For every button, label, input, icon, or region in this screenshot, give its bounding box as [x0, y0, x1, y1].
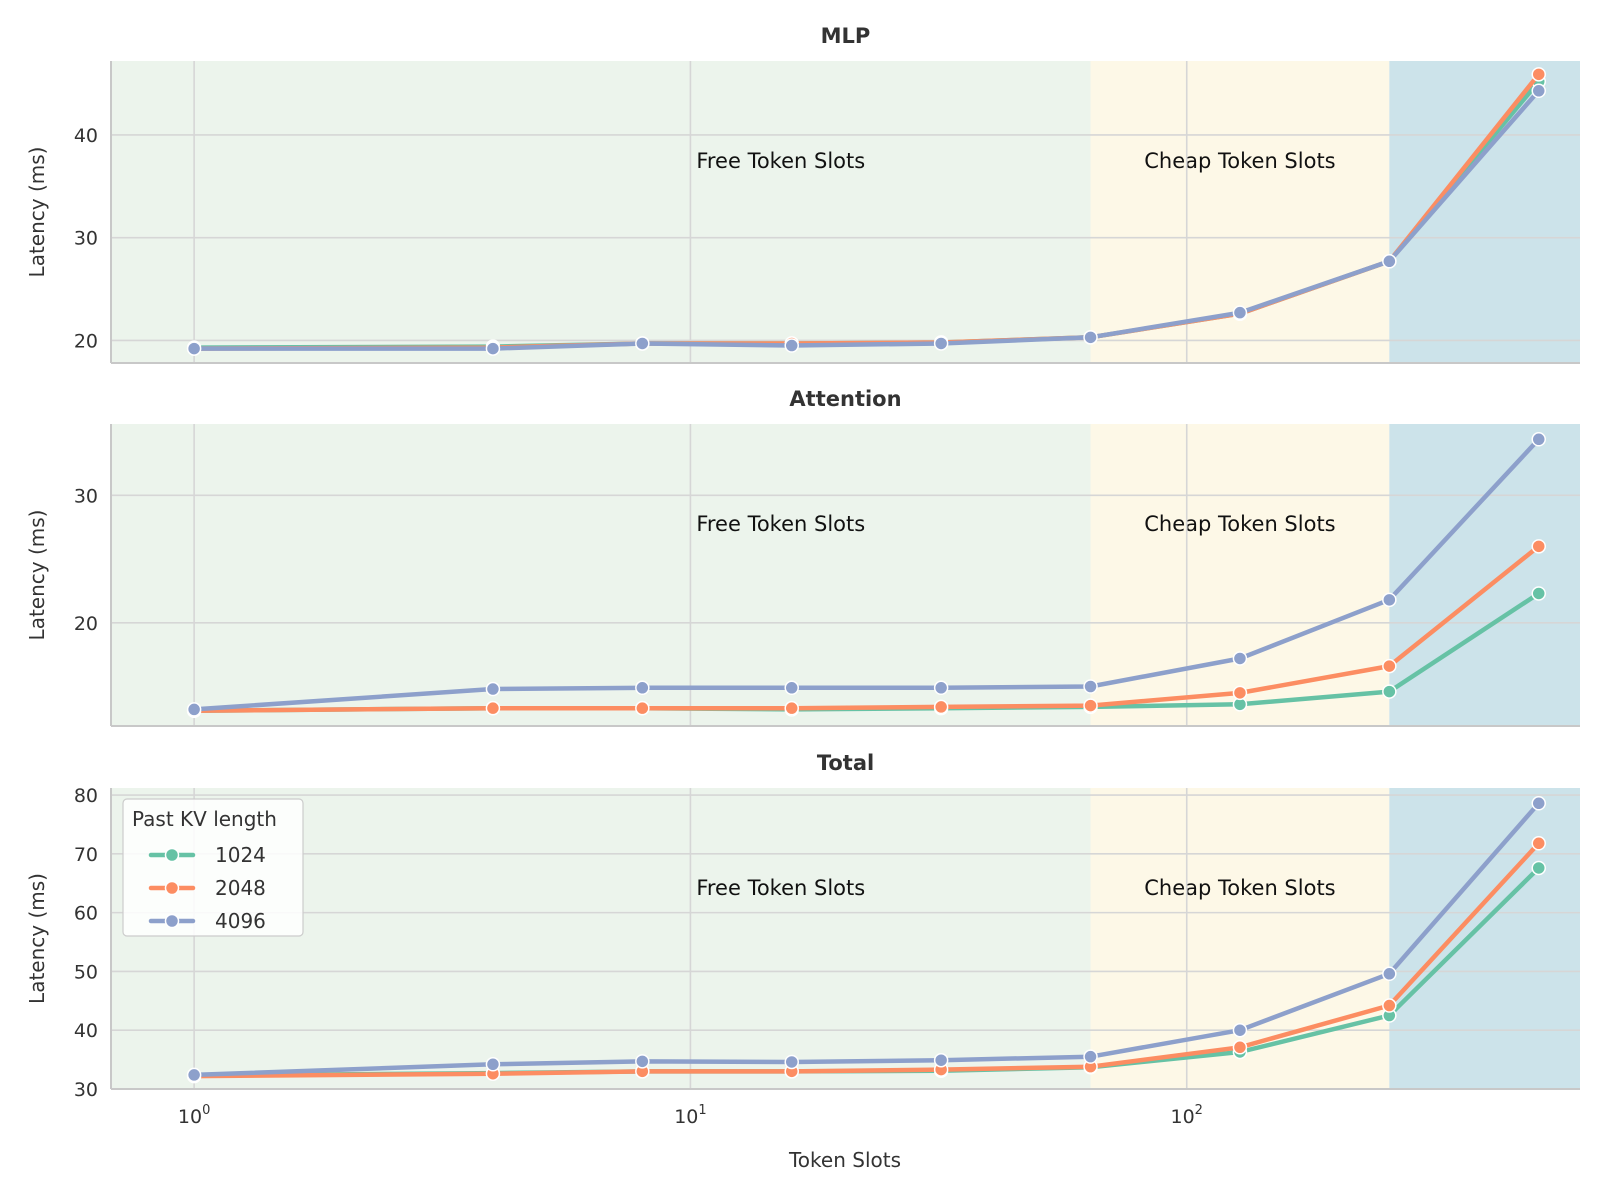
data-point-4096: [1531, 432, 1546, 447]
data-point-4096: [485, 681, 501, 697]
panel-title: Attention: [789, 387, 901, 411]
data-point-1024: [1531, 860, 1546, 876]
y-axis-label: Latency (ms): [25, 873, 49, 1004]
data-point-4096: [933, 680, 949, 696]
y-tick-label: 30: [74, 1079, 98, 1101]
data-point-2048: [1232, 1040, 1248, 1055]
panel-mlp: Free Token Slots Cheap Token Slots 20 30 40 M…: [25, 24, 1580, 364]
data-point-4096: [1083, 1049, 1098, 1064]
data-point-2048: [933, 699, 949, 715]
panel-attention: Free Token Slots Cheap Token Slots 20 30 Att…: [25, 387, 1580, 727]
y-tick-label: 40: [74, 1020, 98, 1042]
legend-label-1024: 1024: [215, 843, 266, 867]
legend-marker-2048: [164, 880, 180, 896]
data-point-4096: [635, 680, 650, 696]
x-tick-exponent: 1: [698, 1103, 706, 1118]
region-band: [111, 424, 1091, 726]
data-point-2048: [635, 700, 650, 716]
x-tick-label: 100: [178, 1103, 210, 1128]
panel-title: MLP: [821, 24, 871, 48]
y-tick-label: 20: [74, 613, 98, 635]
data-point-4096: [784, 680, 799, 696]
legend-title: Past KV length: [132, 807, 277, 831]
data-point-2048: [1382, 998, 1397, 1013]
data-point-4096: [1232, 1022, 1248, 1038]
region-band: [1389, 61, 1580, 363]
region-label: Free Token Slots: [696, 512, 865, 536]
data-point-4096: [933, 336, 949, 351]
data-point-2048: [1531, 67, 1546, 82]
region-label: Cheap Token Slots: [1144, 149, 1335, 173]
data-point-4096: [485, 1057, 501, 1072]
data-point-4096: [186, 1067, 202, 1083]
legend-label-4096: 4096: [215, 909, 266, 933]
data-point-1024: [1531, 586, 1546, 601]
data-point-4096: [186, 341, 202, 356]
data-point-2048: [784, 700, 799, 716]
panels: Free Token Slots Cheap Token Slots203040M…: [25, 24, 1580, 1128]
x-axis-label: Token Slots: [788, 1148, 901, 1172]
data-point-4096: [1531, 796, 1546, 811]
legend-label-2048: 2048: [215, 876, 266, 900]
y-tick-label: 20: [74, 330, 98, 352]
data-point-4096: [1083, 330, 1098, 345]
data-point-2048: [485, 700, 501, 716]
region-band: [1090, 788, 1390, 1089]
data-point-4096: [1382, 966, 1397, 982]
y-tick-label: 40: [74, 125, 98, 147]
data-point-4096: [485, 341, 501, 356]
region-label: Free Token Slots: [696, 149, 865, 173]
region-label: Cheap Token Slots: [1144, 512, 1335, 536]
y-tick-label: 50: [74, 961, 98, 983]
legend: Past KV length 1024 2048 4096: [122, 798, 304, 937]
y-tick-label: 30: [74, 485, 98, 507]
data-point-1024: [1382, 684, 1397, 699]
region-band: [1389, 424, 1580, 726]
data-point-4096: [1232, 651, 1248, 666]
x-tick-label: 102: [1170, 1103, 1202, 1128]
data-point-4096: [1232, 305, 1248, 320]
y-tick-label: 30: [74, 228, 98, 250]
panel-title: Total: [817, 751, 874, 775]
legend-marker-1024: [164, 847, 180, 863]
x-tick-exponent: 2: [1195, 1103, 1203, 1118]
y-axis-label: Latency (ms): [25, 147, 49, 278]
region-band: [111, 61, 1091, 363]
data-point-4096: [186, 702, 202, 717]
data-point-4096: [635, 1054, 650, 1069]
x-tick-exponent: 0: [202, 1103, 210, 1118]
data-point-2048: [1232, 685, 1248, 701]
legend-box: [122, 798, 304, 937]
data-point-4096: [1382, 592, 1397, 608]
data-point-2048: [1531, 539, 1546, 554]
data-point-4096: [1382, 254, 1397, 269]
data-point-4096: [635, 336, 650, 351]
y-tick-label: 80: [74, 785, 98, 807]
region-label: Cheap Token Slots: [1144, 876, 1335, 900]
panel-total: Free Token Slots Cheap Token Slots 30 40 50 6…: [25, 751, 1580, 1128]
x-tick-label: 101: [674, 1103, 706, 1128]
legend-marker-4096: [164, 913, 180, 929]
data-point-2048: [1083, 698, 1098, 713]
y-tick-label: 70: [74, 844, 98, 866]
y-tick-label: 60: [74, 903, 98, 925]
data-point-2048: [1382, 658, 1397, 674]
region-label: Free Token Slots: [696, 876, 865, 900]
data-point-4096: [784, 338, 799, 353]
data-point-4096: [1083, 679, 1098, 694]
y-axis-label: Latency (ms): [25, 510, 49, 641]
data-point-4096: [933, 1052, 949, 1068]
region-band: [1090, 424, 1390, 726]
data-point-4096: [784, 1054, 799, 1070]
data-point-2048: [1531, 836, 1546, 851]
data-point-4096: [1531, 83, 1546, 99]
